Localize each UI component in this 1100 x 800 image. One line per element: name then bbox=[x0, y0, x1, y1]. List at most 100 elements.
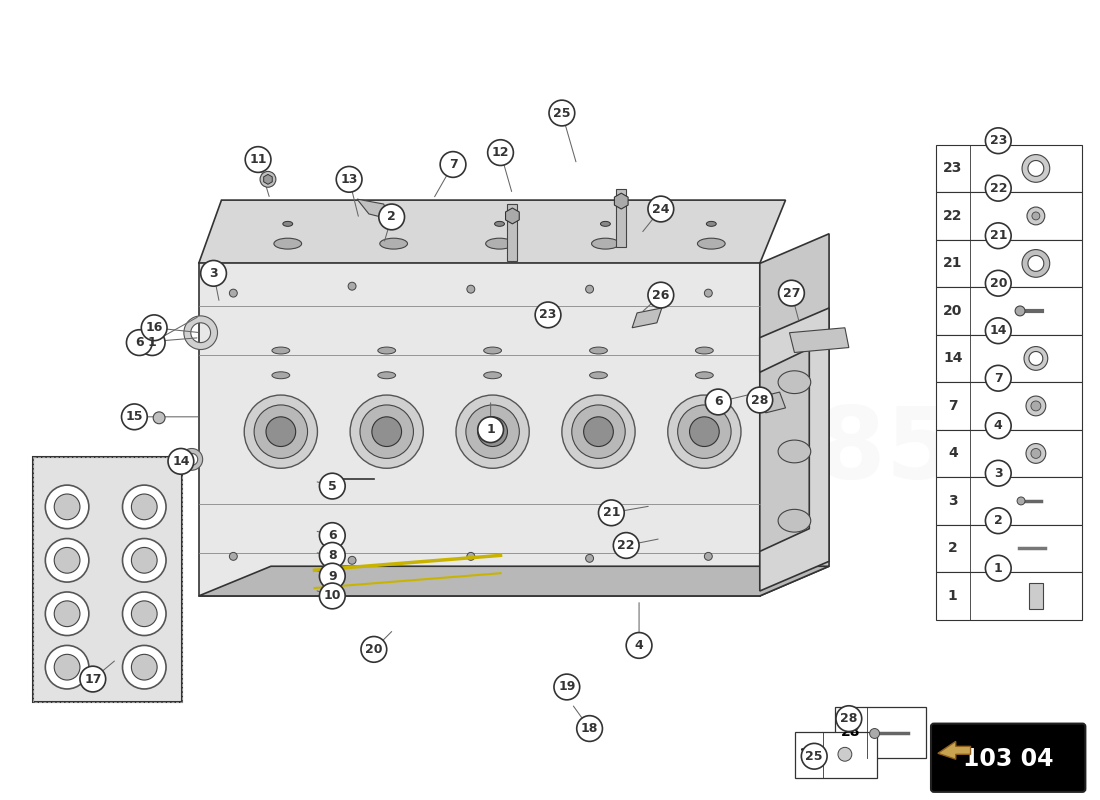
Circle shape bbox=[80, 666, 106, 692]
FancyBboxPatch shape bbox=[931, 723, 1086, 792]
Circle shape bbox=[319, 522, 345, 549]
Text: 16: 16 bbox=[145, 322, 163, 334]
Circle shape bbox=[319, 542, 345, 568]
Text: 12: 12 bbox=[492, 146, 509, 159]
Circle shape bbox=[319, 474, 345, 499]
Text: 26: 26 bbox=[652, 289, 670, 302]
Ellipse shape bbox=[590, 347, 607, 354]
Bar bbox=[936, 192, 1082, 240]
Text: 7: 7 bbox=[948, 399, 958, 413]
Circle shape bbox=[572, 405, 625, 458]
Circle shape bbox=[668, 395, 741, 468]
Text: 10: 10 bbox=[323, 590, 341, 602]
Ellipse shape bbox=[778, 440, 811, 463]
Bar bbox=[936, 240, 1082, 287]
Text: 14: 14 bbox=[990, 324, 1006, 338]
Polygon shape bbox=[33, 458, 182, 702]
Text: 1: 1 bbox=[948, 589, 958, 603]
Circle shape bbox=[986, 413, 1011, 438]
Circle shape bbox=[1031, 449, 1041, 458]
Text: 2: 2 bbox=[994, 514, 1003, 527]
Circle shape bbox=[986, 555, 1011, 581]
Circle shape bbox=[986, 318, 1011, 343]
Circle shape bbox=[1032, 212, 1040, 220]
Circle shape bbox=[648, 196, 673, 222]
Circle shape bbox=[870, 729, 880, 738]
Circle shape bbox=[350, 395, 424, 468]
Circle shape bbox=[54, 601, 80, 626]
Bar bbox=[936, 334, 1082, 382]
Bar bbox=[936, 287, 1082, 334]
Circle shape bbox=[348, 282, 356, 290]
Circle shape bbox=[704, 552, 713, 560]
Circle shape bbox=[45, 538, 89, 582]
Circle shape bbox=[131, 494, 157, 520]
Ellipse shape bbox=[495, 222, 505, 226]
Text: 21: 21 bbox=[990, 230, 1006, 242]
Circle shape bbox=[584, 417, 614, 446]
Bar bbox=[936, 430, 1082, 477]
Circle shape bbox=[54, 654, 80, 680]
Ellipse shape bbox=[484, 347, 502, 354]
Circle shape bbox=[244, 395, 318, 468]
Polygon shape bbox=[199, 263, 760, 596]
Bar bbox=[936, 145, 1082, 192]
Circle shape bbox=[562, 395, 635, 468]
Circle shape bbox=[466, 552, 475, 560]
Text: 6: 6 bbox=[328, 529, 337, 542]
Circle shape bbox=[779, 280, 804, 306]
Circle shape bbox=[747, 387, 772, 413]
Text: 4: 4 bbox=[994, 419, 1003, 432]
Circle shape bbox=[986, 223, 1011, 249]
Circle shape bbox=[1027, 207, 1045, 225]
Ellipse shape bbox=[697, 238, 725, 249]
Text: 13: 13 bbox=[340, 173, 358, 186]
Polygon shape bbox=[358, 199, 388, 219]
Circle shape bbox=[45, 646, 89, 689]
Circle shape bbox=[466, 405, 519, 458]
Text: 21: 21 bbox=[943, 257, 962, 270]
Text: 27: 27 bbox=[783, 286, 800, 300]
Circle shape bbox=[802, 743, 827, 769]
Circle shape bbox=[986, 508, 1011, 534]
Circle shape bbox=[266, 417, 296, 446]
Circle shape bbox=[456, 395, 529, 468]
Text: a passion for cars since 1985: a passion for cars since 1985 bbox=[277, 552, 704, 580]
Circle shape bbox=[836, 706, 861, 731]
Circle shape bbox=[986, 366, 1011, 391]
Text: 25: 25 bbox=[553, 106, 571, 119]
Circle shape bbox=[477, 417, 504, 442]
Text: 8: 8 bbox=[328, 549, 337, 562]
Text: 15: 15 bbox=[125, 410, 143, 423]
Circle shape bbox=[585, 286, 594, 293]
Circle shape bbox=[372, 417, 402, 446]
Ellipse shape bbox=[484, 372, 502, 378]
Text: 18: 18 bbox=[581, 722, 598, 735]
Circle shape bbox=[348, 556, 356, 564]
Circle shape bbox=[122, 538, 166, 582]
Bar bbox=[835, 706, 926, 758]
Text: 17: 17 bbox=[84, 673, 101, 686]
Text: 25: 25 bbox=[805, 750, 823, 762]
Text: 19: 19 bbox=[558, 681, 575, 694]
Polygon shape bbox=[632, 308, 662, 328]
Ellipse shape bbox=[601, 222, 610, 226]
Ellipse shape bbox=[274, 238, 301, 249]
Circle shape bbox=[45, 485, 89, 529]
Circle shape bbox=[648, 282, 673, 308]
Ellipse shape bbox=[283, 222, 293, 226]
Circle shape bbox=[131, 654, 157, 680]
Circle shape bbox=[986, 460, 1011, 486]
Circle shape bbox=[230, 552, 238, 560]
Circle shape bbox=[126, 330, 152, 355]
Circle shape bbox=[245, 146, 271, 172]
Circle shape bbox=[838, 747, 851, 761]
Text: 9: 9 bbox=[328, 570, 337, 582]
Circle shape bbox=[554, 674, 580, 700]
Circle shape bbox=[678, 405, 732, 458]
Text: 1: 1 bbox=[486, 423, 495, 436]
Polygon shape bbox=[760, 392, 785, 413]
Circle shape bbox=[1015, 306, 1025, 316]
Ellipse shape bbox=[388, 222, 398, 226]
Polygon shape bbox=[760, 308, 829, 591]
